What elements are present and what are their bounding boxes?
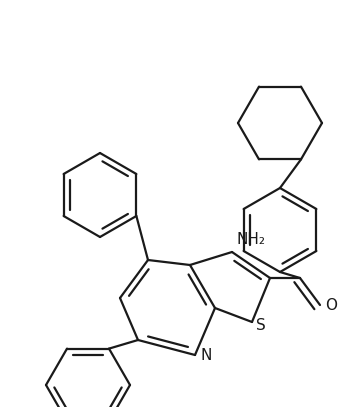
Text: NH₂: NH₂ bbox=[237, 232, 266, 247]
Text: O: O bbox=[325, 298, 337, 313]
Text: N: N bbox=[200, 348, 211, 363]
Text: S: S bbox=[256, 319, 266, 333]
